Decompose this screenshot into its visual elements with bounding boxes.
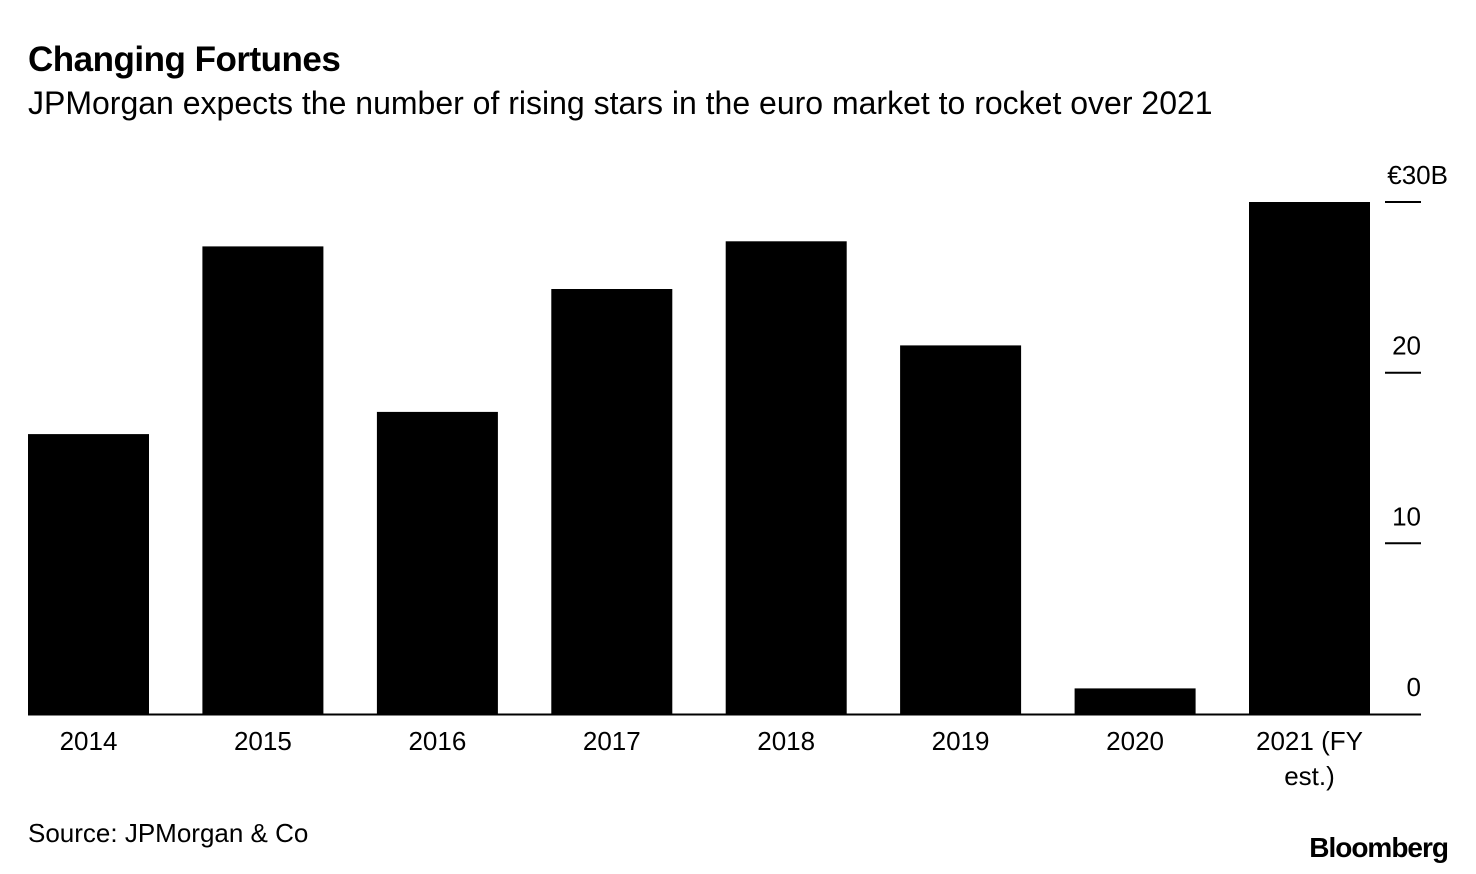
source-note: Source: JPMorgan & Co xyxy=(28,818,309,848)
x-tick-label: 2019 xyxy=(932,726,990,756)
chart-subtitle: JPMorgan expects the number of rising st… xyxy=(28,85,1213,121)
x-tick-label: 2016 xyxy=(408,726,466,756)
bar-2014 xyxy=(28,434,149,714)
y-axis: 0 10 20 €30B xyxy=(1385,160,1448,702)
x-tick-label: 2015 xyxy=(234,726,292,756)
y-tick-label: 20 xyxy=(1392,331,1421,361)
y-tick-label: 0 xyxy=(1407,672,1421,702)
chart-title: Changing Fortunes xyxy=(28,40,341,79)
bar-2018 xyxy=(725,241,847,715)
bar-2021-fy-est xyxy=(1249,202,1370,714)
x-tick-label: 2018 xyxy=(757,726,815,756)
bloomberg-logo: Bloomberg xyxy=(1309,832,1449,863)
bar-2016 xyxy=(376,411,498,714)
x-tick-label: 2020 xyxy=(1106,726,1164,756)
bar-2020 xyxy=(1074,688,1196,714)
x-axis: 2014 2015 2016 2017 2018 2019 2020 2021 (FY est.… xyxy=(28,713,1421,791)
x-tick-label: 2014 xyxy=(60,726,118,756)
y-tick-label: €30B xyxy=(1387,160,1448,190)
bar-2019 xyxy=(900,345,1022,714)
bars-group xyxy=(28,202,1370,715)
x-tick-label: 2021 (FY est.) xyxy=(1256,726,1363,791)
y-tick-label: 10 xyxy=(1392,501,1421,531)
x-tick-label: 2017 xyxy=(583,726,641,756)
bar-2017 xyxy=(551,289,673,714)
bar-2015 xyxy=(202,246,324,714)
